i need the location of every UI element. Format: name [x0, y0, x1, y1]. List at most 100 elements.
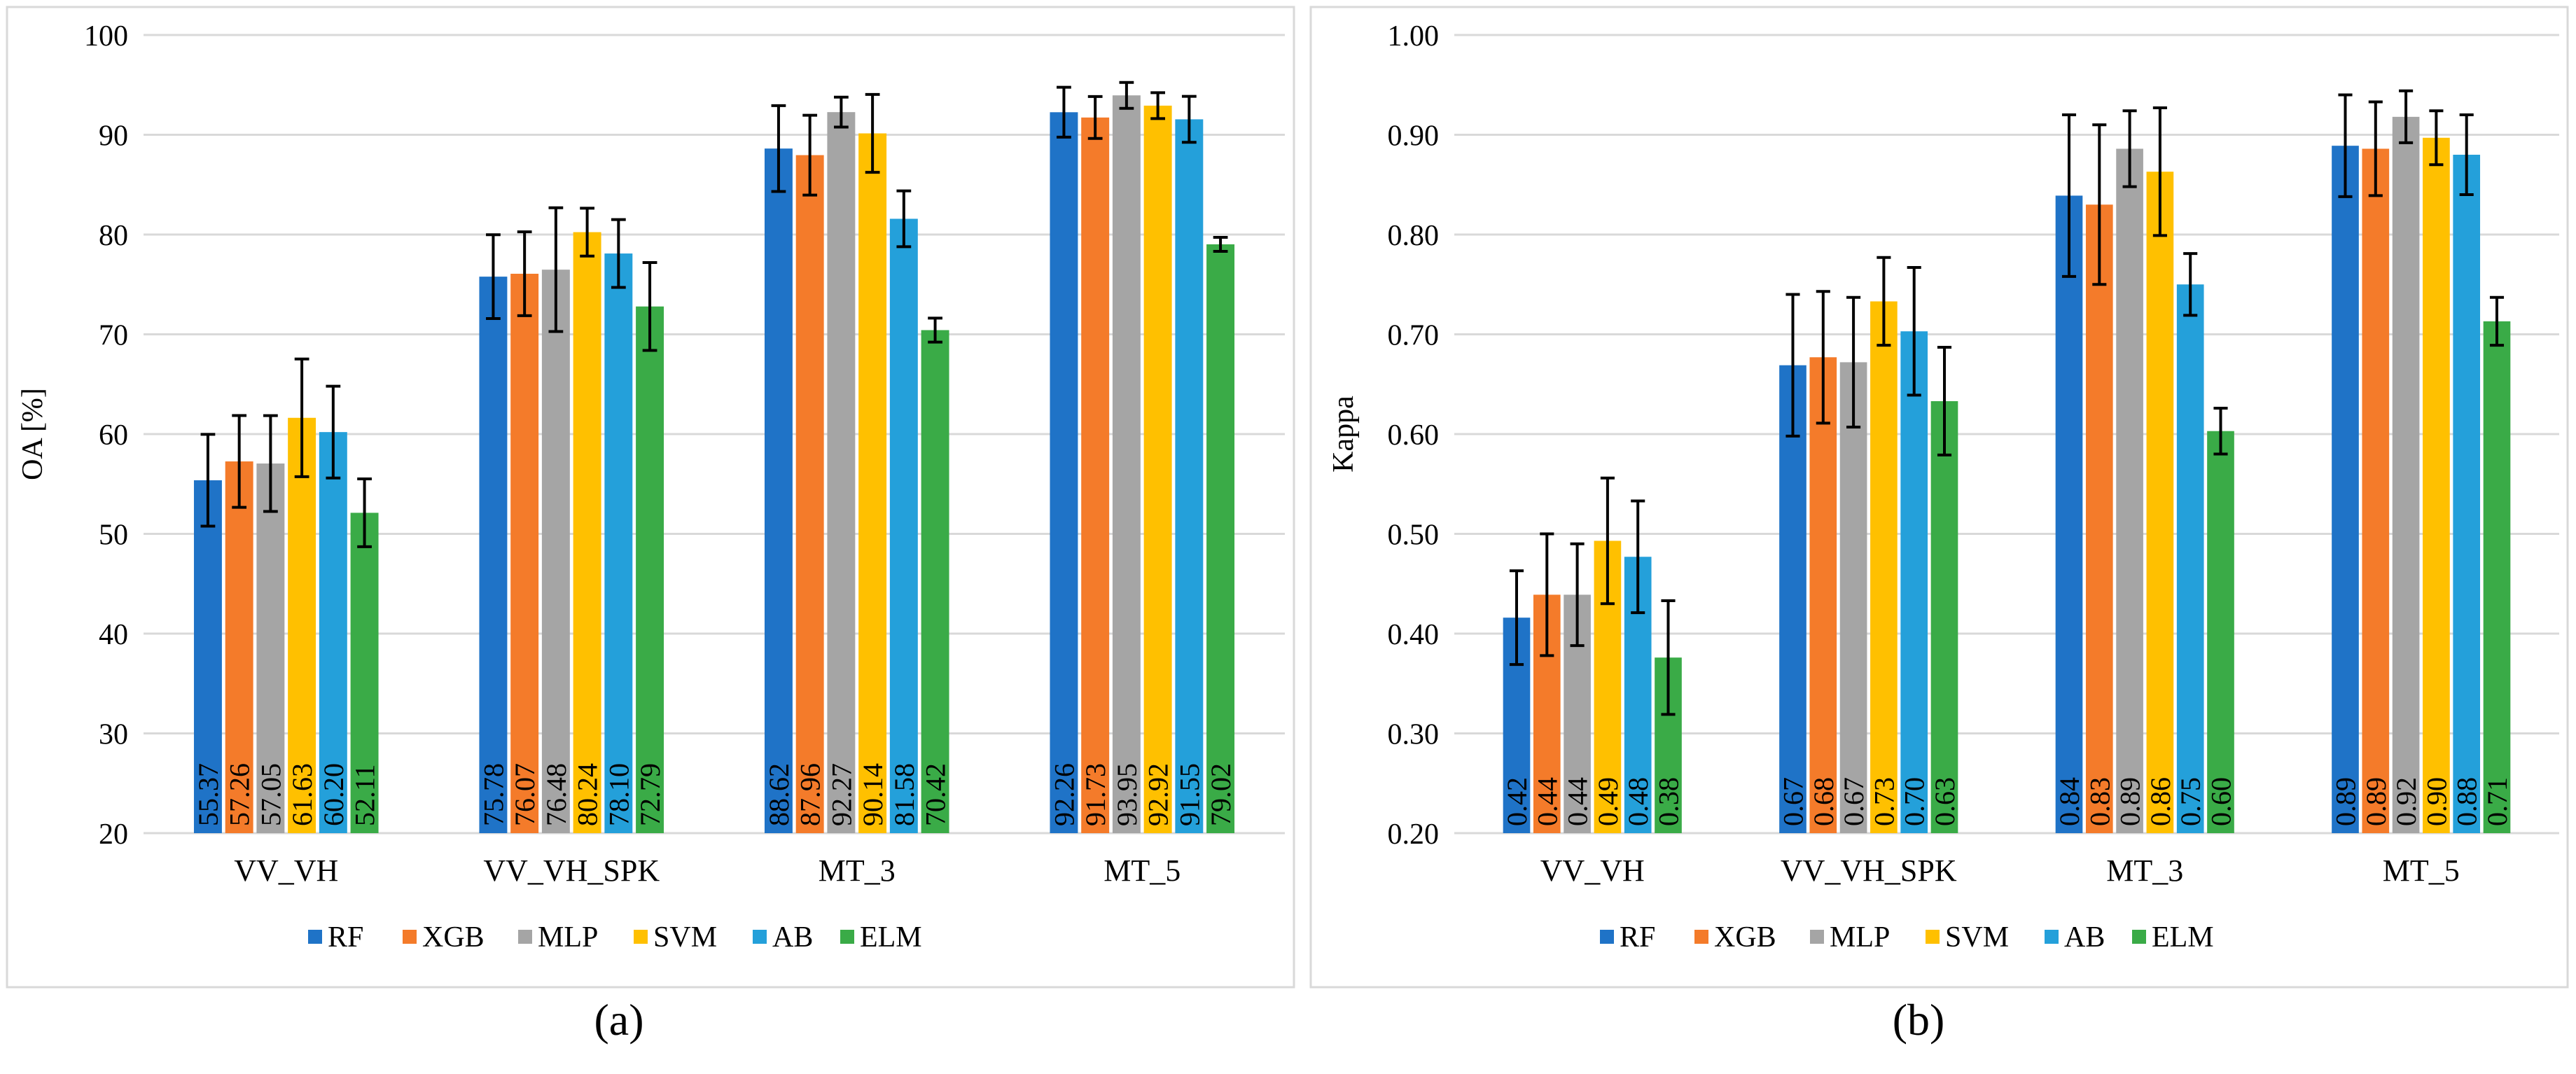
data-label: 81.58	[889, 763, 920, 826]
y-tick-label: 40	[99, 619, 128, 651]
legend-label: AB	[2064, 921, 2105, 954]
legend-swatch	[1694, 930, 1708, 944]
y-tick-label: 0.30	[1388, 719, 1440, 751]
data-label: 0.38	[1653, 777, 1685, 826]
data-label: 0.89	[2330, 777, 2361, 826]
data-label: 0.49	[1592, 777, 1624, 826]
legend-item-xgb: XGB	[1694, 921, 1776, 954]
data-label: 0.60	[2206, 777, 2237, 826]
data-label: 55.37	[193, 763, 224, 826]
bar-rf	[479, 277, 508, 833]
data-label: 0.89	[2360, 777, 2392, 826]
legend-label: SVM	[1945, 921, 2009, 954]
bar-rf	[764, 148, 793, 834]
data-label: 0.42	[1501, 777, 1533, 826]
data-label: 91.55	[1174, 763, 1205, 826]
chart-panel-a: 20 30 40 50 60 70 80 90 100 OA [%] VV_VH 55.37 57.26…	[6, 6, 1295, 989]
data-label: 0.68	[1808, 777, 1839, 826]
data-label: 0.63	[1929, 777, 1961, 826]
bar-mlp	[2116, 148, 2143, 833]
legend-label: XGB	[1714, 921, 1776, 954]
bar-rf	[1779, 365, 1806, 833]
legend-label: ELM	[2152, 921, 2214, 954]
data-label: 93.95	[1111, 763, 1143, 826]
bar-xgb	[225, 461, 253, 833]
data-label: 0.84	[2054, 777, 2085, 826]
data-label: 0.67	[1838, 777, 1870, 826]
y-tick-label: 0.20	[1388, 818, 1440, 851]
bar-ab	[1175, 119, 1204, 834]
data-label: 92.26	[1048, 763, 1080, 826]
bar-rf	[2332, 146, 2359, 834]
bar-xgb	[795, 155, 824, 833]
data-label: 87.96	[795, 763, 826, 826]
data-label: 0.83	[2084, 777, 2115, 826]
y-tick-label: 0.40	[1388, 619, 1440, 651]
data-label: 60.20	[318, 763, 349, 826]
x-tick-label: VV_VH_SPK	[1781, 853, 1957, 888]
x-tick-label: MT_5	[2383, 853, 2460, 888]
legend-swatch	[840, 930, 854, 944]
x-tick-label: VV_VH	[1540, 853, 1645, 888]
bar-ab	[1900, 331, 1928, 834]
legend-item-ab: AB	[2045, 921, 2105, 954]
data-label: 0.44	[1562, 777, 1594, 826]
panel-label-a: (a)	[594, 995, 643, 1045]
data-label: 72.79	[634, 763, 666, 826]
data-label: 0.67	[1777, 777, 1809, 826]
y-tick-label: 1.00	[1388, 20, 1440, 53]
y-tick-label: 30	[99, 719, 128, 751]
chart-frame	[1309, 6, 2569, 989]
legend-label: ELM	[860, 921, 922, 954]
bar-elm	[1206, 244, 1235, 834]
legend-label: AB	[772, 921, 813, 954]
legend-item-svm: SVM	[1926, 921, 2009, 954]
bar-xgb	[2362, 148, 2390, 833]
legend-swatch	[1810, 930, 1824, 944]
data-label: 0.48	[1622, 777, 1654, 826]
data-label: 88.62	[763, 763, 795, 826]
chart-panel-b: 0.20 0.30 0.40 0.50 0.60 0.70 0.80 0.90 1.00 Kapp…	[1309, 6, 2569, 989]
bar-rf	[193, 480, 222, 833]
bar-xgb	[1081, 117, 1110, 833]
legend-swatch	[1600, 930, 1614, 944]
y-tick-label: 70	[99, 320, 128, 352]
y-axis-label: Kappa	[1328, 396, 1360, 473]
x-tick-label: MT_3	[2106, 853, 2183, 888]
y-tick-label: 0.90	[1388, 120, 1440, 153]
legend-label: RF	[1620, 921, 1655, 954]
bar-svm	[573, 232, 601, 834]
data-label: 57.26	[224, 763, 256, 826]
y-tick-label: 0.60	[1388, 419, 1440, 452]
y-tick-label: 0.70	[1388, 320, 1440, 352]
bar-ab	[2176, 284, 2204, 833]
bar-mlp	[1839, 362, 1867, 833]
y-tick-label: 90	[99, 120, 128, 153]
legend-swatch	[2132, 930, 2146, 944]
data-label: 0.73	[1868, 777, 1900, 826]
data-label: 92.27	[826, 763, 857, 826]
bar-svm	[858, 133, 887, 833]
legend-swatch	[2045, 930, 2059, 944]
y-tick-label: 100	[84, 20, 128, 53]
legend-swatch	[308, 930, 322, 944]
x-tick-label: VV_VH	[234, 853, 338, 888]
legend-item-elm: ELM	[2132, 921, 2214, 954]
data-label: 0.70	[1899, 777, 1930, 826]
x-tick-label: VV_VH_SPK	[483, 853, 660, 888]
bar-mlp	[256, 463, 285, 833]
chart-frame	[6, 6, 1295, 989]
bar-ab	[2453, 155, 2481, 833]
legend-label: SVM	[653, 921, 717, 954]
legend-label: RF	[328, 921, 363, 954]
legend-item-ab: AB	[753, 921, 813, 954]
data-label: 90.14	[857, 763, 889, 826]
data-label: 78.10	[603, 763, 634, 826]
data-label: 76.07	[509, 763, 541, 826]
bar-mlp	[2392, 116, 2420, 834]
legend-label: XGB	[422, 921, 485, 954]
y-tick-label: 0.80	[1388, 220, 1440, 252]
legend-swatch	[634, 930, 648, 944]
